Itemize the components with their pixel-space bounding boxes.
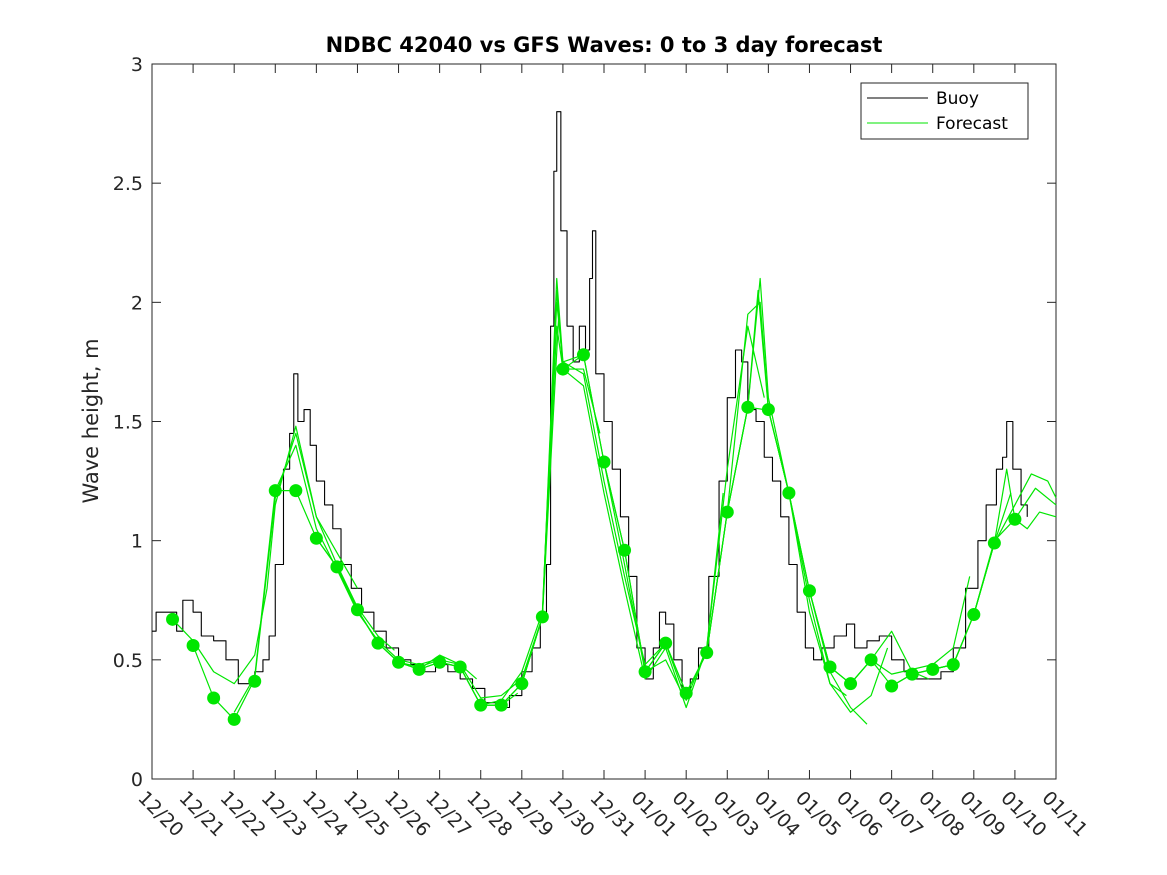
forecast-marker xyxy=(494,698,508,712)
forecast-marker xyxy=(885,679,899,693)
forecast-marker xyxy=(268,484,282,498)
forecast-marker xyxy=(556,362,570,376)
forecast-marker xyxy=(166,612,180,626)
forecast-marker xyxy=(453,660,467,674)
legend-box xyxy=(860,82,1029,140)
forecast-marker xyxy=(535,610,549,624)
forecast-marker xyxy=(289,484,303,498)
plot-area xyxy=(152,111,1057,726)
forecast-marker xyxy=(330,560,344,574)
forecast-marker xyxy=(946,658,960,672)
y-tick-label: 0.5 xyxy=(113,650,143,672)
forecast-marker xyxy=(576,348,590,362)
buoy-line xyxy=(152,111,1028,709)
forecast-marker xyxy=(987,536,1001,550)
forecast-marker xyxy=(967,608,981,622)
forecast-marker xyxy=(823,660,837,674)
forecast-marker xyxy=(700,646,714,660)
forecast-marker xyxy=(638,665,652,679)
forecast-marker xyxy=(515,677,529,691)
forecast-marker xyxy=(741,400,755,414)
forecast-marker xyxy=(905,667,919,681)
forecast-marker xyxy=(679,686,693,700)
legend: Buoy Forecast xyxy=(860,82,1029,140)
legend-forecast-label: Forecast xyxy=(936,114,1008,134)
forecast-marker xyxy=(926,662,940,676)
forecast-marker xyxy=(720,505,734,519)
y-tick-label: 1.5 xyxy=(113,412,143,434)
chart-title: NDBC 42040 vs GFS Waves: 0 to 3 day fore… xyxy=(326,33,883,57)
forecast-marker xyxy=(474,698,488,712)
forecast-marker xyxy=(1008,512,1022,526)
y-tick-label: 2 xyxy=(131,292,143,314)
forecast-marker xyxy=(186,639,200,653)
forecast-marker xyxy=(618,543,632,557)
forecast-marker xyxy=(802,584,816,598)
forecast-marker xyxy=(597,455,611,469)
forecast-line xyxy=(808,576,971,685)
forecast-marker xyxy=(248,674,262,688)
forecast-marker xyxy=(864,653,878,667)
forecast-marker xyxy=(782,486,796,500)
forecast-marker xyxy=(392,655,406,669)
forecast-marker xyxy=(371,636,385,650)
forecast-marker xyxy=(207,691,221,705)
y-tick-label: 1 xyxy=(131,531,143,553)
forecast-line xyxy=(644,301,847,697)
forecast-line xyxy=(172,425,358,685)
forecast-marker xyxy=(309,531,323,545)
y-tick-label: 0 xyxy=(131,769,143,791)
legend-buoy-label: Buoy xyxy=(936,89,979,109)
forecast-marker xyxy=(227,712,241,726)
forecast-line xyxy=(726,277,889,713)
forecast-marker xyxy=(412,662,426,676)
forecast-line xyxy=(932,473,1057,670)
forecast-marker xyxy=(433,655,447,669)
y-tick-label: 3 xyxy=(131,54,143,76)
forecast-marker xyxy=(659,636,673,650)
forecast-line xyxy=(973,511,1057,615)
forecast-marker xyxy=(844,677,858,691)
forecast-line xyxy=(192,432,395,721)
y-tick-label: 2.5 xyxy=(113,173,143,195)
y-axis-label: Wave height, m xyxy=(79,338,103,503)
forecast-marker xyxy=(761,403,775,417)
forecast-marker xyxy=(350,603,364,617)
